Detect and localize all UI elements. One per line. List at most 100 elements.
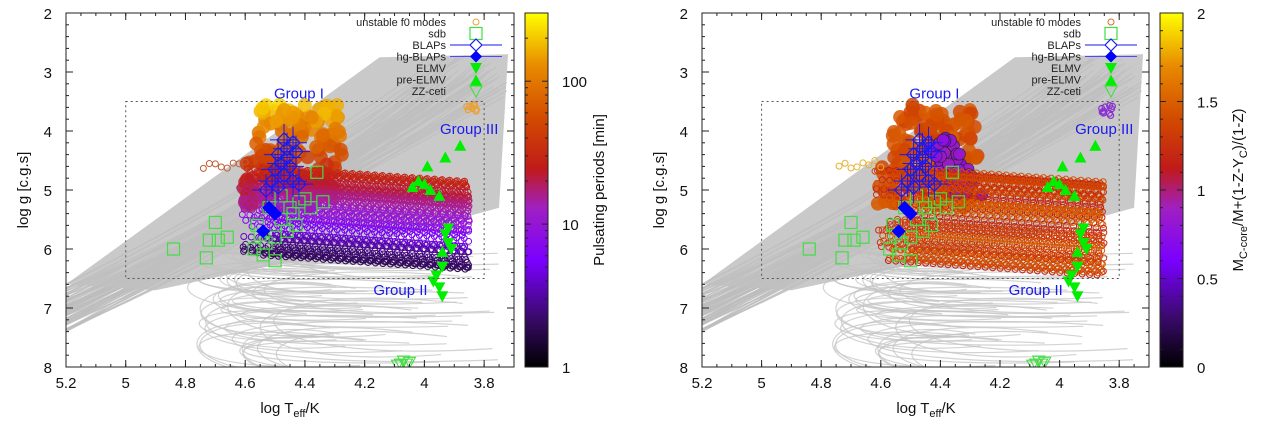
- colorbar-tick-label: 1.5: [1197, 95, 1218, 112]
- mode-point: [921, 212, 929, 220]
- mode-point: [903, 115, 918, 130]
- blap-marker: [279, 149, 295, 166]
- mode-point: [908, 256, 916, 264]
- mode-point: [995, 171, 1003, 179]
- mode-point: [993, 230, 1001, 238]
- mode-point: [1072, 181, 1080, 189]
- mode-point: [405, 221, 413, 229]
- observed-stars: [166, 123, 467, 367]
- mode-point: [389, 183, 397, 191]
- mode-point: [949, 222, 957, 230]
- mode-point: [898, 169, 906, 177]
- mode-point: [1079, 268, 1087, 276]
- mode-point: [1080, 182, 1088, 190]
- mode-point: [368, 241, 376, 249]
- mode-point: [378, 248, 386, 256]
- mode-point: [989, 179, 997, 187]
- zz-ceti-marker: [402, 356, 417, 367]
- elmv-marker: [436, 261, 449, 273]
- mode-point: [340, 170, 348, 178]
- mode-point: [965, 211, 973, 219]
- mode-point: [286, 235, 294, 243]
- mode-point: [356, 235, 364, 243]
- track-line: [225, 260, 421, 295]
- mode-point: [984, 234, 992, 242]
- mode-point: [847, 164, 855, 172]
- mode-point: [308, 250, 316, 258]
- mode-point: [981, 220, 989, 228]
- mode-point: [1016, 263, 1024, 271]
- mode-point: [914, 241, 922, 249]
- mode-point: [983, 239, 991, 247]
- mode-point: [938, 258, 946, 266]
- mode-point: [988, 246, 996, 254]
- mode-point: [1005, 176, 1013, 184]
- mode-point: [1062, 175, 1070, 183]
- mode-point: [1010, 222, 1018, 230]
- mode-point: [893, 255, 901, 263]
- mode-point: [316, 222, 324, 230]
- track-line: [853, 278, 1071, 318]
- mode-point: [293, 214, 301, 222]
- mode-point: [217, 163, 225, 171]
- sdb-marker: [283, 201, 297, 215]
- mode-point: [428, 229, 436, 237]
- mode-point: [312, 178, 320, 186]
- selection-box-rect: [125, 101, 485, 279]
- legend-marker-triangle-open: [1104, 85, 1118, 99]
- mode-point: [956, 258, 964, 266]
- mode-point: [1052, 192, 1060, 200]
- mode-point: [1053, 229, 1061, 237]
- mode-point: [390, 197, 398, 205]
- mode-point: [1020, 178, 1028, 186]
- mode-point: [951, 244, 959, 252]
- mode-point: [926, 225, 934, 233]
- mode-point: [334, 244, 342, 252]
- mode-point: [347, 170, 355, 178]
- mode-point: [1000, 230, 1008, 238]
- mode-point: [427, 223, 435, 231]
- mode-point: [308, 237, 316, 245]
- mode-point: [408, 239, 416, 247]
- observed-stars: [802, 123, 1102, 367]
- mode-point: [345, 253, 353, 261]
- mode-point: [1017, 172, 1025, 180]
- mode-point: [1059, 207, 1067, 215]
- colorbar-tick-label: 1: [1197, 183, 1205, 200]
- mode-point: [392, 173, 400, 181]
- mode-point: [451, 205, 459, 213]
- mode-point: [982, 178, 990, 186]
- mode-point: [413, 244, 421, 252]
- mode-point: [945, 176, 953, 184]
- mode-point: [1098, 104, 1106, 113]
- mode-point: [956, 227, 964, 235]
- mode-point: [364, 182, 372, 190]
- mode-point: [429, 176, 437, 184]
- axes: 5.2 5 4.8 4.6 4.4 4.2 4 3.8 2 3 4 5 6 7 8: [44, 6, 515, 392]
- mode-point: [923, 235, 931, 243]
- axes: 5.2 5 4.8 4.6 4.4 4.2 4 3.8 2 3 4 5 6 7 8: [680, 6, 1150, 392]
- mode-point: [1065, 247, 1073, 255]
- mode-point: [1097, 237, 1105, 245]
- mode-point: [413, 198, 421, 206]
- mode-point: [1040, 220, 1048, 228]
- mode-point: [962, 233, 970, 241]
- elmv-marker: [1068, 282, 1081, 294]
- mode-point: [421, 203, 429, 211]
- blap-marker: [902, 161, 919, 178]
- mode-point: [1019, 264, 1027, 272]
- mode-point: [958, 219, 966, 227]
- mode-point: [436, 204, 444, 212]
- mode-point: [936, 213, 944, 221]
- mode-point: [431, 241, 439, 249]
- y-tick-label: 2: [44, 6, 52, 23]
- blap-marker: [923, 143, 940, 160]
- mode-point: [240, 232, 248, 240]
- mode-point: [278, 248, 286, 256]
- y-tick-label: 7: [680, 301, 688, 318]
- mode-point: [1023, 232, 1031, 240]
- mode-point: [362, 171, 370, 179]
- mode-point: [382, 255, 390, 263]
- mode-point: [1034, 182, 1042, 190]
- sdb-marker: [199, 251, 213, 265]
